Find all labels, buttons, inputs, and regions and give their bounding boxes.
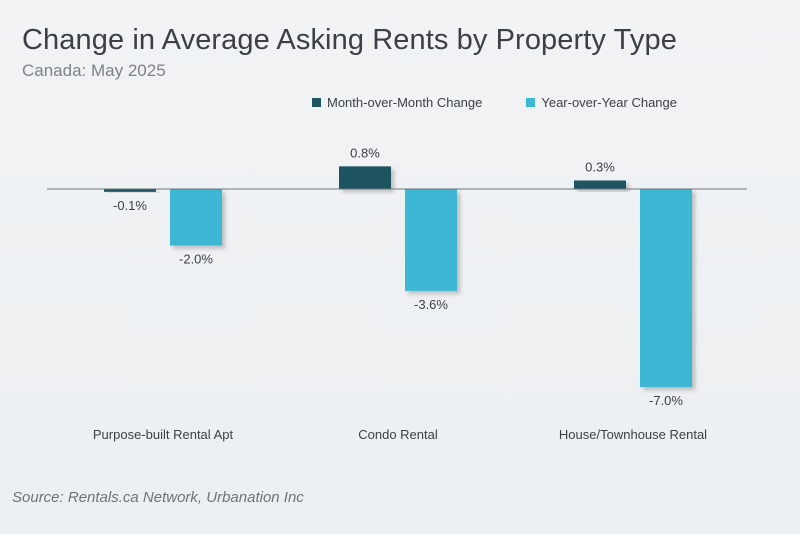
chart-subtitle: Canada: May 2025 (22, 61, 166, 80)
bar-yoy-2 (640, 189, 692, 388)
bar-mom-0 (104, 189, 156, 192)
legend-item-mom: Month-over-Month Change (312, 95, 482, 110)
legend-swatch-mom (312, 98, 321, 107)
legend-label-yoy: Year-over-Year Change (541, 95, 677, 110)
data-label-yoy-2: -7.0% (649, 393, 683, 408)
bar-yoy-1 (405, 189, 457, 291)
category-label-2: House/Townhouse Rental (559, 427, 707, 442)
data-label-mom-2: 0.3% (585, 160, 615, 175)
bar-mom-2 (574, 180, 626, 189)
legend: Month-over-Month Change Year-over-Year C… (312, 95, 721, 110)
data-label-yoy-0: -2.0% (179, 252, 213, 267)
legend-item-yoy: Year-over-Year Change (526, 95, 677, 110)
source-note: Source: Rentals.ca Network, Urbanation I… (12, 489, 304, 506)
data-label-yoy-1: -3.6% (414, 297, 448, 312)
data-label-mom-1: 0.8% (350, 145, 380, 160)
category-label-1: Condo Rental (358, 427, 438, 442)
category-label-0: Purpose-built Rental Apt (93, 427, 234, 442)
chart-title: Change in Average Asking Rents by Proper… (22, 24, 677, 56)
bar-yoy-0 (170, 189, 222, 246)
data-label-mom-0: -0.1% (113, 198, 147, 213)
legend-swatch-yoy (526, 98, 536, 107)
bar-mom-1 (339, 166, 391, 189)
legend-label-mom: Month-over-Month Change (327, 95, 483, 110)
